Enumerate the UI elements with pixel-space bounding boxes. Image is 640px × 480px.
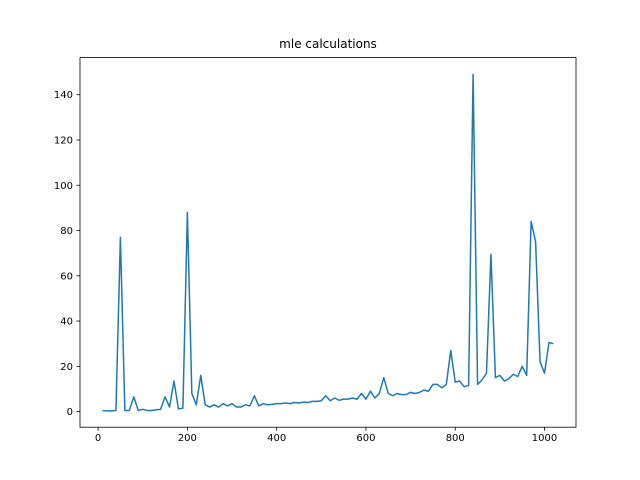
- plot-frame: [79, 57, 577, 428]
- data-line: [102, 73, 554, 412]
- x-tick-label: 400: [267, 433, 286, 444]
- y-tick-label: 140: [54, 90, 73, 101]
- x-tick-label: 800: [446, 433, 465, 444]
- x-tick-label: 1000: [532, 433, 557, 444]
- y-tick-label: 40: [60, 317, 73, 328]
- y-tick-label: 120: [54, 135, 73, 146]
- y-tick-label: 60: [60, 271, 73, 282]
- chart-title: mle calculations: [279, 37, 377, 51]
- x-tick-label: 200: [178, 433, 197, 444]
- y-tick-label: 0: [67, 407, 73, 418]
- y-tick-label: 100: [54, 181, 73, 192]
- y-tick-label: 80: [60, 226, 73, 237]
- x-tick-label: 0: [95, 433, 101, 444]
- y-tick-label: 20: [60, 362, 73, 373]
- x-tick-label: 600: [356, 433, 375, 444]
